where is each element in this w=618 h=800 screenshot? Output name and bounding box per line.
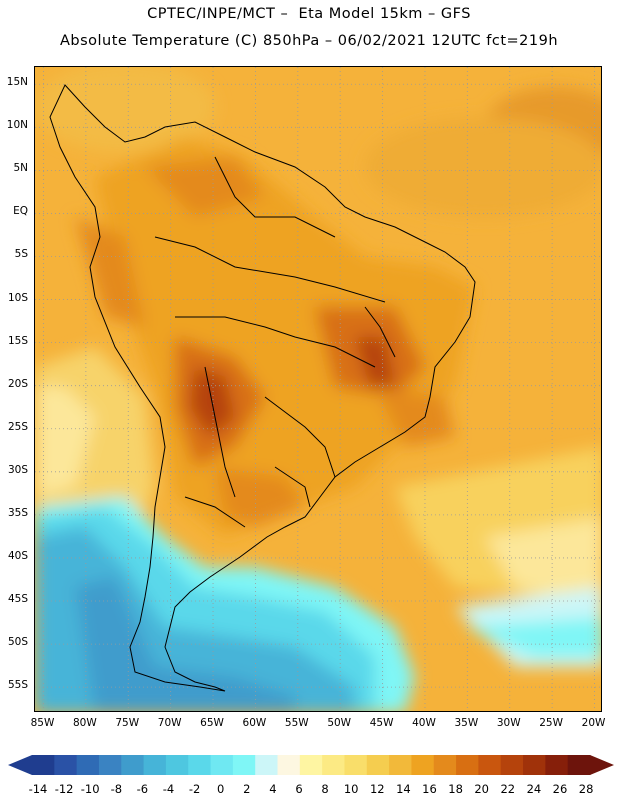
colorbar-label: 20 xyxy=(474,782,489,796)
lat-tick-label: EQ xyxy=(13,205,28,218)
colorbar-segment xyxy=(232,755,256,775)
colorbar-label: 26 xyxy=(552,782,568,796)
lon-tick-label: 85W xyxy=(30,717,55,729)
lon-tick-label: 70W xyxy=(157,717,182,729)
colorbar-label: 6 xyxy=(295,782,303,796)
lat-tick-label: 5N xyxy=(13,162,28,175)
colorbar-segment xyxy=(478,755,502,775)
colorbar-segment xyxy=(322,755,345,775)
colorbar-label: -2 xyxy=(188,782,201,796)
colorbar-segment xyxy=(299,755,323,775)
temperature-map xyxy=(34,66,602,712)
lon-tick-label: 55W xyxy=(284,717,309,729)
lat-tick-label: 5S xyxy=(14,248,28,261)
colorbar-label: 14 xyxy=(396,782,411,796)
lon-tick-label: 40W xyxy=(412,717,436,729)
colorbar-label: 8 xyxy=(321,782,329,796)
lat-tick-label: 10N xyxy=(6,119,28,132)
colorbar-label: -12 xyxy=(54,782,74,796)
colorbar-segment xyxy=(143,755,167,775)
colorbar-segment xyxy=(255,755,279,775)
lat-tick-label: 20S xyxy=(7,377,28,390)
colorbar-segment xyxy=(76,755,100,775)
lon-tick-label: 80W xyxy=(72,717,97,729)
lat-tick-label: 25S xyxy=(7,420,28,433)
map-title-line-2: Absolute Temperature (C) 850hPa – 06/02/… xyxy=(59,33,559,49)
colorbar-label: -6 xyxy=(136,782,149,796)
colorbar-segment xyxy=(567,755,591,775)
colorbar-segment xyxy=(188,755,212,775)
lon-tick-label: 35W xyxy=(454,717,479,729)
lon-tick-label: 75W xyxy=(115,717,140,729)
colorbar-segment xyxy=(344,755,368,775)
lon-tick-label: 45W xyxy=(369,717,394,729)
lat-tick-label: 30S xyxy=(7,463,28,476)
colorbar-label: -8 xyxy=(110,782,123,796)
lat-tick-label: 45S xyxy=(7,593,28,606)
colorbar-max-arrow xyxy=(590,755,614,775)
colorbar-segment xyxy=(98,755,122,775)
colorbar-segment xyxy=(165,755,189,775)
colorbar-segment xyxy=(32,755,55,775)
colorbar-min-arrow xyxy=(8,755,32,775)
lat-tick-label: 35S xyxy=(7,506,28,519)
lon-tick-label: 60W xyxy=(242,717,267,729)
colorbar-label: 16 xyxy=(422,782,437,796)
map-canvas xyxy=(35,67,601,711)
coastline-outline xyxy=(49,84,476,692)
colorbar-label: 18 xyxy=(448,782,463,796)
colorbar-segment xyxy=(121,755,145,775)
colorbar xyxy=(8,755,614,775)
colorbar-label: -10 xyxy=(80,782,100,796)
colorbar-segment xyxy=(411,755,435,775)
colorbar-segment xyxy=(389,755,412,775)
lon-tick-label: 25W xyxy=(539,717,563,729)
colorbar-label: 12 xyxy=(369,782,385,796)
colorbar-label: 2 xyxy=(243,782,251,796)
lon-tick-label: 50W xyxy=(327,717,352,729)
colorbar-segment xyxy=(500,755,524,775)
colorbar-label: 22 xyxy=(500,782,516,796)
colorbar-label: 4 xyxy=(269,782,277,796)
colorbar-segment xyxy=(433,755,457,775)
lon-tick-label: 30W xyxy=(496,717,521,729)
colorbar-label: 28 xyxy=(578,782,594,796)
colorbar-segment xyxy=(545,755,569,775)
colorbar-segment xyxy=(456,755,479,775)
colorbar-segment xyxy=(277,755,301,775)
lat-tick-label: 10S xyxy=(7,291,28,304)
colorbar-label: 10 xyxy=(343,782,359,796)
lat-tick-label: 40S xyxy=(7,549,28,562)
map-title-line-1: CPTEC/INPE/MCT – Eta Model 15km – GFS xyxy=(147,6,471,22)
lat-tick-label: 15S xyxy=(7,334,28,347)
colorbar-segment xyxy=(366,755,390,775)
lat-tick-label: 55S xyxy=(7,679,28,692)
colorbar-label: 24 xyxy=(526,782,542,796)
colorbar-segment xyxy=(523,755,546,775)
colorbar-segment xyxy=(54,755,78,775)
lon-tick-label: 20W xyxy=(581,717,606,729)
colorbar-segment xyxy=(210,755,234,775)
lat-tick-label: 50S xyxy=(7,636,28,649)
colorbar-label: 0 xyxy=(217,782,225,796)
colorbar-label: -4 xyxy=(162,782,175,796)
colorbar-label: -14 xyxy=(28,782,48,796)
lat-tick-label: 15N xyxy=(6,76,28,89)
lon-tick-label: 65W xyxy=(200,717,224,729)
